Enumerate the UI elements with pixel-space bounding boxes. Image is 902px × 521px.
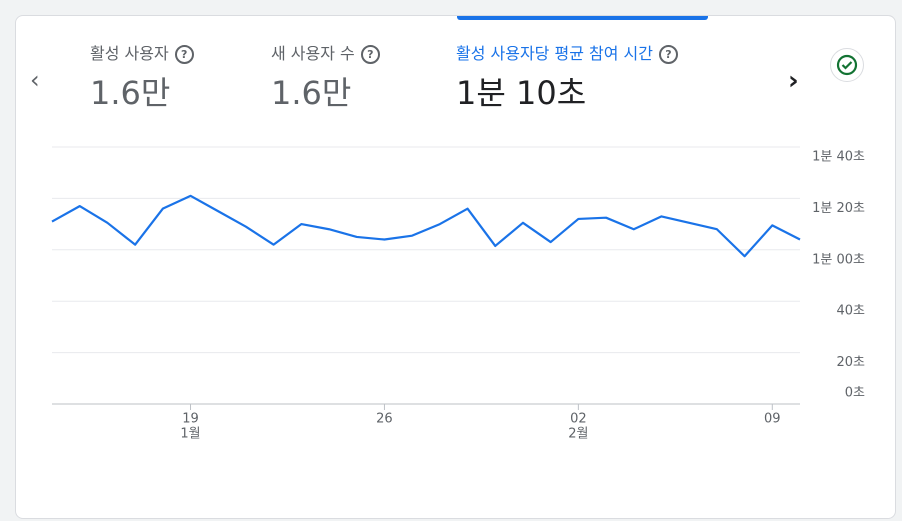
metric-value: 1.6만 [271,74,352,112]
y-tick-label: 1분 40초 [812,150,865,165]
y-tick-label: 0초 [845,386,865,401]
x-group-label: 1월 [180,427,200,442]
check-icon [836,54,858,76]
help-icon[interactable]: ? [174,45,194,64]
help-icon[interactable]: ? [658,45,678,64]
data-line [51,194,801,258]
selected-indicator [457,16,708,20]
x-tick-label: 26 [376,412,393,427]
help-icon[interactable]: ? [360,45,380,64]
x-group-label: 2월 [568,427,588,442]
status-icon[interactable] [830,48,864,82]
y-tick-label: 1분 20초 [812,201,865,216]
card: ‹ 활성 사용자? 1.6만 새 사용자 수? 1.6만 활성 사용자당 평균 참여… [15,15,896,519]
next-button[interactable]: › [788,66,799,96]
x-tick-label: 02 [570,412,587,427]
metric-tab[interactable]: 새 사용자 수? 1.6만 [271,40,380,114]
metric-label: 활성 사용자 [90,44,169,63]
metric-label: 새 사용자 수 [271,44,355,63]
metric-tab[interactable]: 활성 사용자? 1.6만 [90,40,194,114]
y-tick-label: 1분 00초 [812,252,865,267]
metric-label: 활성 사용자당 평균 참여 시간 [456,44,653,63]
x-tick-label: 09 [764,412,781,427]
y-tick-label: 40초 [836,304,865,319]
metric-tab[interactable]: 활성 사용자당 평균 참여 시간? 1분 10초 [456,40,678,114]
prev-button[interactable]: ‹ [30,66,40,94]
metric-value: 1분 10초 [456,74,587,112]
y-tick-label: 20초 [836,355,865,370]
x-tick-label: 19 [182,412,199,427]
metric-value: 1.6만 [90,74,171,112]
